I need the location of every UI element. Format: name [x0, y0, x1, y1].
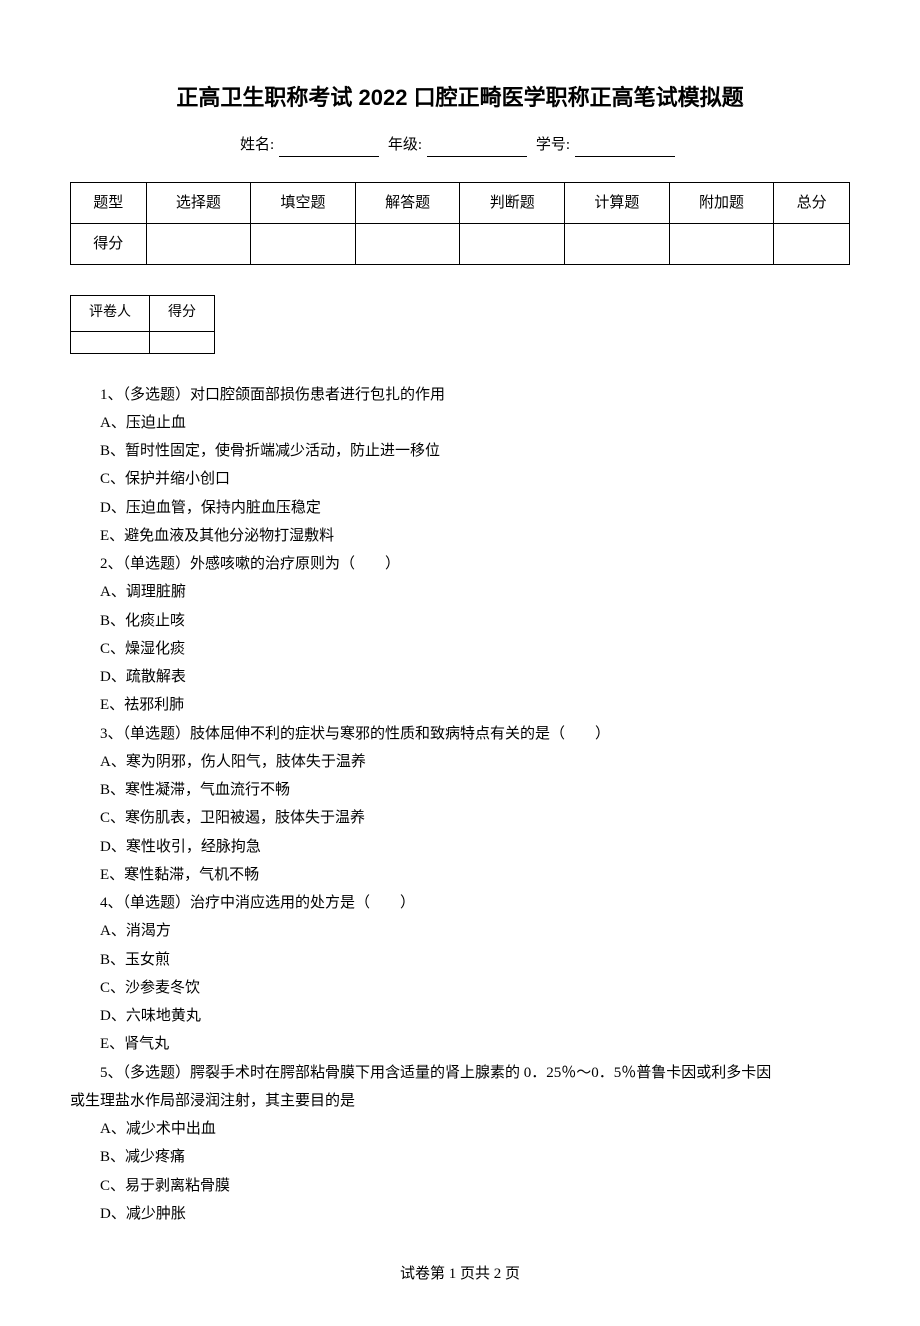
- col-choice: 选择题: [146, 183, 251, 224]
- score-table-header-row: 题型 选择题 填空题 解答题 判断题 计算题 附加题 总分: [71, 183, 850, 224]
- question-option: D、寒性收引，经脉拘急: [100, 834, 850, 860]
- question-option: A、压迫止血: [100, 410, 850, 436]
- student-info-line: 姓名: 年级: 学号:: [70, 133, 850, 157]
- name-label: 姓名:: [240, 137, 274, 153]
- question-option: B、减少疼痛: [100, 1144, 850, 1170]
- id-label: 学号:: [536, 137, 570, 153]
- question-option: A、消渴方: [100, 918, 850, 944]
- question-continuation: 或生理盐水作局部浸润注射，其主要目的是: [70, 1088, 850, 1114]
- score-cell: [565, 224, 670, 265]
- col-extra: 附加题: [669, 183, 774, 224]
- score-cell: [146, 224, 251, 265]
- exam-title: 正高卫生职称考试 2022 口腔正畸医学职称正高笔试模拟题: [70, 80, 850, 115]
- col-total: 总分: [774, 183, 850, 224]
- question-option: B、寒性凝滞，气血流行不畅: [100, 777, 850, 803]
- question-option: B、玉女煎: [100, 947, 850, 973]
- question-option: B、暂时性固定，使骨折端减少活动，防止进一移位: [100, 438, 850, 464]
- score-cell: [774, 224, 850, 265]
- question-option: C、燥湿化痰: [100, 636, 850, 662]
- question-option: E、寒性黏滞，气机不畅: [100, 862, 850, 888]
- question-option: B、化痰止咳: [100, 608, 850, 634]
- grader-header-row: 评卷人 得分: [71, 296, 215, 331]
- name-blank: [279, 141, 379, 157]
- id-blank: [575, 141, 675, 157]
- question-option: C、沙参麦冬饮: [100, 975, 850, 1001]
- score-cell: [251, 224, 356, 265]
- grader-col: 评卷人: [71, 296, 150, 331]
- question-option: E、避免血液及其他分泌物打湿敷料: [100, 523, 850, 549]
- grader-table: 评卷人 得分: [70, 295, 215, 353]
- score-cell: [460, 224, 565, 265]
- score-cell: [355, 224, 460, 265]
- question-option: A、寒为阴邪，伤人阳气，肢体失于温养: [100, 749, 850, 775]
- col-judge: 判断题: [460, 183, 565, 224]
- question-option: C、寒伤肌表，卫阳被遏，肢体失于温养: [100, 805, 850, 831]
- question-option: E、肾气丸: [100, 1031, 850, 1057]
- question-stem: 3、（单选题）肢体屈伸不利的症状与寒邪的性质和致病特点有关的是（ ）: [100, 721, 850, 747]
- question-stem: 2、（单选题）外感咳嗽的治疗原则为（ ）: [100, 551, 850, 577]
- col-answer: 解答题: [355, 183, 460, 224]
- question-stem: 5、（多选题）腭裂手术时在腭部粘骨膜下用含适量的肾上腺素的 0．25％～0．5％…: [100, 1060, 850, 1086]
- grader-score-cell: [150, 331, 215, 353]
- question-option: A、调理脏腑: [100, 579, 850, 605]
- grade-blank: [427, 141, 527, 157]
- questions-container: 1、（多选题）对口腔颌面部损伤患者进行包扎的作用A、压迫止血B、暂时性固定，使骨…: [70, 382, 850, 1228]
- question-option: D、压迫血管，保持内脏血压稳定: [100, 495, 850, 521]
- question-stem: 1、（多选题）对口腔颌面部损伤患者进行包扎的作用: [100, 382, 850, 408]
- grader-score-col: 得分: [150, 296, 215, 331]
- question-stem: 4、（单选题）治疗中消应选用的处方是（ ）: [100, 890, 850, 916]
- col-calc: 计算题: [565, 183, 670, 224]
- score-table: 题型 选择题 填空题 解答题 判断题 计算题 附加题 总分 得分: [70, 182, 850, 265]
- score-table-score-row: 得分: [71, 224, 850, 265]
- question-option: C、易于剥离粘骨膜: [100, 1173, 850, 1199]
- question-option: A、减少术中出血: [100, 1116, 850, 1142]
- question-option: C、保护并缩小创口: [100, 466, 850, 492]
- col-fill: 填空题: [251, 183, 356, 224]
- grader-value-row: [71, 331, 215, 353]
- grade-label: 年级:: [388, 137, 422, 153]
- page-footer: 试卷第 1 页共 2 页: [70, 1262, 850, 1286]
- question-option: E、祛邪利肺: [100, 692, 850, 718]
- question-option: D、六味地黄丸: [100, 1003, 850, 1029]
- row-label-score: 得分: [71, 224, 147, 265]
- score-cell: [669, 224, 774, 265]
- question-option: D、疏散解表: [100, 664, 850, 690]
- question-option: D、减少肿胀: [100, 1201, 850, 1227]
- grader-cell: [71, 331, 150, 353]
- col-type: 题型: [71, 183, 147, 224]
